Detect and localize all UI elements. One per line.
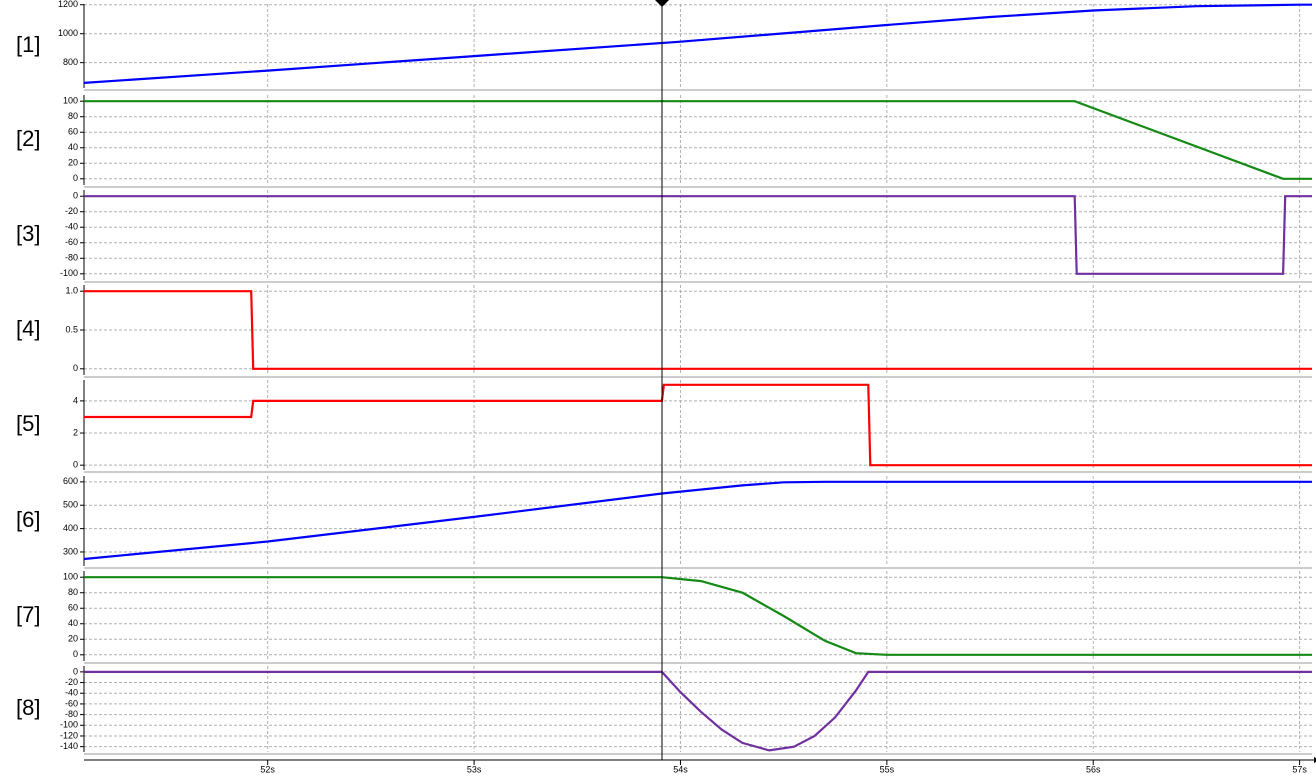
y-tick-label: 0 xyxy=(73,191,78,201)
panel-label: [6] xyxy=(16,507,40,532)
y-tick-label: -20 xyxy=(65,677,78,687)
y-tick-label: -80 xyxy=(65,709,78,719)
trace xyxy=(84,290,1312,370)
y-tick-label: 1000 xyxy=(58,28,78,38)
x-tick-label: 56s xyxy=(1086,764,1101,774)
trace xyxy=(84,670,1312,752)
y-tick-label: -40 xyxy=(65,688,78,698)
y-tick-label: -20 xyxy=(65,206,78,216)
x-tick-label: 57s xyxy=(1292,764,1307,774)
cursor xyxy=(655,0,669,760)
y-tick-label: 60 xyxy=(68,127,78,137)
panel-label: [8] xyxy=(16,695,40,720)
y-tick-label: -60 xyxy=(65,237,78,247)
trace xyxy=(84,100,1312,180)
trace xyxy=(84,383,1312,467)
y-tick-label: 1.0 xyxy=(65,286,78,296)
y-tick-label: -40 xyxy=(65,222,78,232)
trace xyxy=(84,576,1312,656)
panel-label: [7] xyxy=(16,602,40,627)
y-tick-label: 4 xyxy=(73,395,78,405)
y-tick-label: 300 xyxy=(63,546,78,556)
panel-label: [5] xyxy=(16,411,40,436)
panel-label: [3] xyxy=(16,221,40,246)
y-tick-label: 40 xyxy=(68,618,78,628)
y-tick-label: 100 xyxy=(63,96,78,106)
y-tick-label: 400 xyxy=(63,523,78,533)
y-tick-label: -100 xyxy=(60,720,78,730)
y-tick-label: 80 xyxy=(68,587,78,597)
y-tick-label: 20 xyxy=(68,158,78,168)
trace xyxy=(84,195,1312,275)
panel-label: [4] xyxy=(16,316,40,341)
y-tick-label: 100 xyxy=(63,572,78,582)
y-tick-label: 20 xyxy=(68,634,78,644)
y-tick-label: 0 xyxy=(73,363,78,373)
y-tick-label: 0 xyxy=(73,460,78,470)
y-tick-label: 0.5 xyxy=(65,324,78,334)
y-tick-label: 2 xyxy=(73,427,78,437)
y-tick-label: 60 xyxy=(68,603,78,613)
y-tick-label: 0 xyxy=(73,649,78,659)
trace xyxy=(83,3,1312,84)
y-tick-label: -100 xyxy=(60,268,78,278)
x-tick-label: 52s xyxy=(260,764,275,774)
y-tick-label: 0 xyxy=(73,173,78,183)
y-tick-label: 0 xyxy=(73,666,78,676)
y-tick-label: 1200 xyxy=(58,0,78,9)
x-tick-label: 55s xyxy=(880,764,895,774)
y-tick-label: 40 xyxy=(68,142,78,152)
cursor-handle[interactable] xyxy=(655,0,669,7)
y-tick-label: 500 xyxy=(63,500,78,510)
y-tick-label: -80 xyxy=(65,253,78,263)
panel-label: [1] xyxy=(16,32,40,57)
panel-label: [2] xyxy=(16,126,40,151)
y-tick-label: -60 xyxy=(65,698,78,708)
y-tick-label: 600 xyxy=(63,476,78,486)
y-tick-label: -140 xyxy=(60,741,78,751)
trace xyxy=(83,480,1312,561)
x-tick-label: 54s xyxy=(673,764,688,774)
y-tick-label: 800 xyxy=(63,57,78,67)
y-tick-label: 80 xyxy=(68,111,78,121)
y-tick-label: -120 xyxy=(60,730,78,740)
x-tick-label: 53s xyxy=(467,764,482,774)
